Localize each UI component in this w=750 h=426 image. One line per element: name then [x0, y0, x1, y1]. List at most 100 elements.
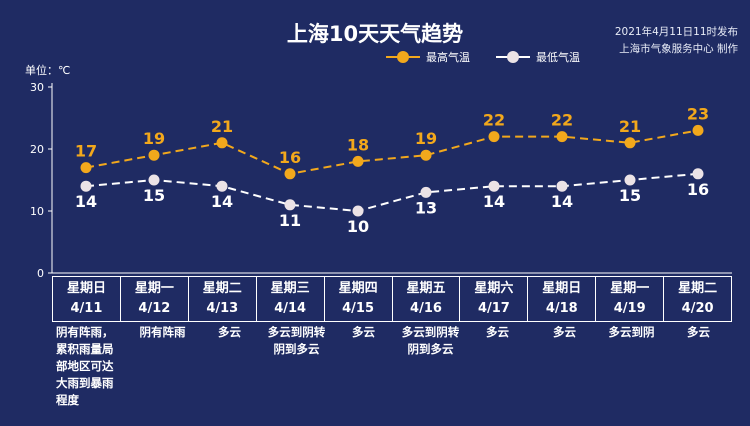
- date-label: 4/11: [70, 301, 103, 316]
- high-point: [284, 168, 296, 180]
- day-cell: 星期六 4/17: [459, 276, 529, 322]
- legend-item-high: 最高气温: [386, 49, 470, 65]
- legend-item-low: 最低气温: [496, 49, 580, 65]
- low-point: [352, 205, 364, 217]
- weather-description: 阴有阵雨，累积雨量局部地区可达大雨到暴雨程度: [56, 325, 114, 407]
- high-point: [216, 137, 228, 149]
- weekday-label: 星期六: [474, 281, 514, 296]
- legend-label-high: 最高气温: [426, 51, 470, 64]
- high-value-label: 17: [75, 142, 97, 161]
- date-label: 4/16: [410, 301, 442, 316]
- low-value-label: 14: [75, 192, 97, 211]
- high-value-label: 16: [279, 148, 301, 167]
- high-value-label: 21: [619, 117, 641, 136]
- high-point: [488, 131, 500, 143]
- publish-info: 2021年4月11日11时发布 上海市气象服务中心 制作: [615, 24, 738, 58]
- weather-description: 多云到阴转阴到多云: [267, 325, 326, 356]
- low-value-label: 15: [619, 186, 641, 205]
- low-point: [80, 180, 92, 192]
- date-label: 4/15: [342, 301, 375, 316]
- low-value-label: 15: [143, 186, 165, 205]
- legend-swatch-high: [386, 51, 420, 63]
- low-value-label: 13: [415, 198, 437, 217]
- series-line-high: [85, 129, 699, 175]
- weekday-label: 星期一: [134, 281, 174, 296]
- day-cell: 星期四 4/15: [323, 276, 393, 322]
- y-tick-label: 20: [30, 143, 44, 156]
- date-label: 4/12: [138, 301, 171, 316]
- y-tick-label: 10: [30, 205, 44, 218]
- weather-description: 多云: [486, 325, 509, 339]
- day-cell: 星期一 4/19: [595, 276, 665, 322]
- high-value-label: 18: [347, 135, 369, 154]
- weekday-label: 星期二: [202, 281, 242, 296]
- weather-descriptions: 阴有阵雨，累积雨量局部地区可达大雨到暴雨程度 阴有阵雨 多云 多云到阴转阴到多云 多云 多…: [52, 324, 732, 409]
- low-point: [488, 180, 500, 192]
- weather-description: 多云: [352, 325, 375, 339]
- series-line-low: [85, 172, 699, 213]
- weather-description: 阴有阵雨: [139, 325, 186, 339]
- day-cell: 星期二 4/20: [663, 276, 733, 322]
- date-label: 4/20: [681, 301, 714, 316]
- low-value-label: 14: [551, 192, 573, 211]
- high-point: [692, 124, 704, 136]
- producer: 上海市气象服务中心 制作: [619, 43, 738, 55]
- weather-description: 多云到阴转阴到多云: [401, 325, 460, 356]
- date-label: 4/14: [274, 301, 307, 316]
- weekday-label: 星期一: [610, 281, 650, 296]
- high-value-label: 19: [415, 129, 437, 148]
- low-point: [284, 199, 296, 211]
- day-cell: 星期日 4/11: [52, 276, 121, 322]
- unit-label: 单位：℃: [25, 64, 71, 77]
- high-value-label: 19: [143, 129, 165, 148]
- low-point: [556, 180, 568, 192]
- weekday-label: 星期日: [66, 281, 106, 296]
- low-value-label: 11: [279, 211, 301, 230]
- day-cells: 星期日 4/11 星期一 4/12 星期二 4/13 星期三 4/14 星期四 4/15 星期五 4/…: [52, 276, 733, 322]
- high-point: [624, 137, 636, 149]
- weekday-label: 星期四: [338, 281, 378, 296]
- chart-title: 上海10天天气趋势: [286, 22, 464, 46]
- high-point: [80, 162, 92, 174]
- date-label: 4/13: [206, 301, 239, 316]
- high-point: [556, 131, 568, 143]
- date-label: 4/18: [545, 301, 578, 316]
- weekday-label: 星期日: [542, 281, 582, 296]
- low-point: [148, 174, 160, 186]
- low-point: [420, 186, 432, 198]
- weekday-label: 星期五: [406, 281, 446, 296]
- weather-description: 多云: [553, 325, 576, 339]
- y-tick-label: 0: [37, 267, 44, 280]
- weekday-label: 星期二: [678, 281, 718, 296]
- high-value-label: 21: [211, 117, 233, 136]
- low-point: [216, 180, 228, 192]
- date-label: 4/17: [477, 301, 510, 316]
- high-point: [352, 155, 364, 167]
- high-point: [148, 149, 160, 161]
- publish-time: 2021年4月11日11时发布: [614, 26, 738, 38]
- day-cell: 星期日 4/18: [527, 276, 597, 322]
- date-label: 4/19: [613, 301, 646, 316]
- day-cell: 星期二 4/13: [187, 276, 257, 322]
- legend: 最高气温 最低气温: [386, 49, 606, 65]
- low-value-label: 10: [347, 217, 369, 236]
- legend-label-low: 最低气温: [536, 51, 580, 64]
- high-value-label: 23: [687, 104, 709, 123]
- weather-description: 多云到阴: [608, 325, 655, 339]
- weather-description: 多云: [687, 325, 710, 339]
- day-cell: 星期一 4/12: [119, 276, 189, 322]
- weather-description: 多云: [218, 325, 241, 339]
- day-cell: 星期三 4/14: [255, 276, 325, 322]
- high-point: [420, 149, 432, 161]
- low-value-label: 14: [483, 192, 505, 211]
- low-value-label: 16: [687, 180, 709, 199]
- high-value-label: 22: [483, 111, 505, 130]
- legend-swatch-low: [496, 51, 530, 63]
- low-value-label: 14: [211, 192, 233, 211]
- high-value-label: 22: [551, 111, 573, 130]
- day-cell: 星期五 4/16: [391, 276, 461, 322]
- low-point: [692, 168, 704, 180]
- y-tick-label: 30: [30, 81, 44, 94]
- low-point: [624, 174, 636, 186]
